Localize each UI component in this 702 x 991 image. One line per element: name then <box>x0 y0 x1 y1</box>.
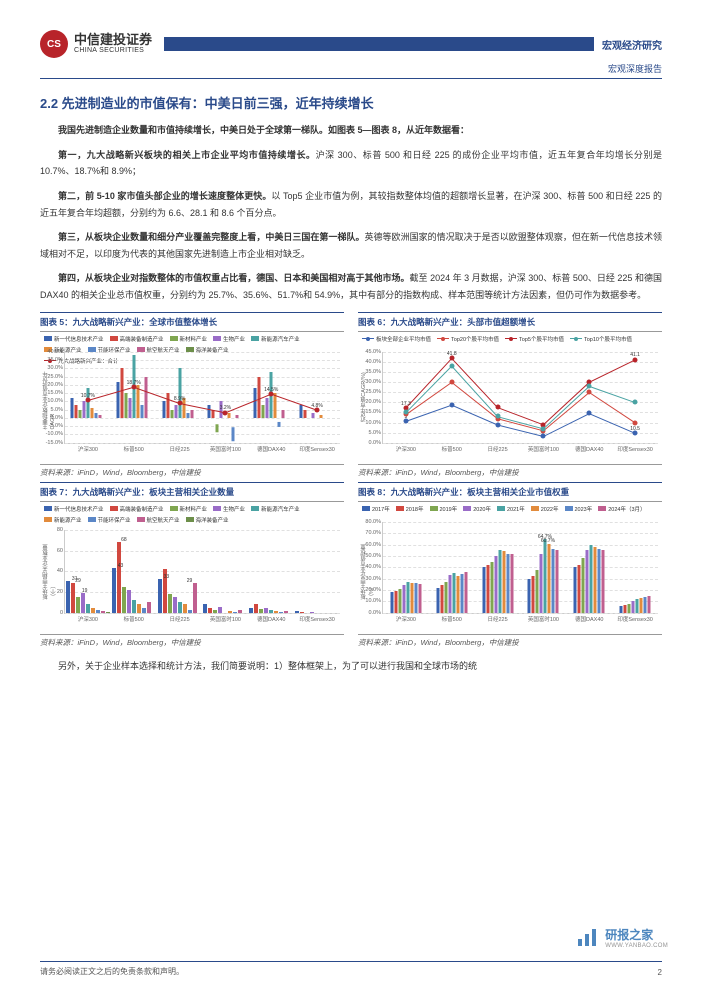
footer: 请务必阅读正文之后的免责条款和声明。 2 <box>40 961 662 977</box>
para-3: 第三，从板块企业数量和细分产业覆盖完整度上看，中美日三国在第一梯队。英德等欧洲国… <box>40 229 662 262</box>
chart-5-source: 资料来源：iFinD，Wind，Bloomberg，中信建投 <box>40 464 344 478</box>
chart-8: 图表 8：九大战略新兴产业：板块主营相关企业市值权重 2017年2018年201… <box>358 482 662 648</box>
watermark-chart-icon <box>575 925 599 949</box>
subheader: 宏观深度报告 <box>40 62 662 79</box>
chart-8-title: 图表 8：九大战略新兴产业：板块主营相关企业市值权重 <box>358 482 662 502</box>
footer-page: 2 <box>658 968 662 977</box>
logo-badge-icon: CS <box>40 30 68 58</box>
chart-7-title: 图表 7：九大战略新兴产业：板块主营相关企业数量 <box>40 482 344 502</box>
section-title: 2.2 先进制造业的市值保有：中美日前三强，近年持续增长 <box>40 93 662 112</box>
para-4: 第四，从板块企业对指数整体的市值权重占比看，德国、日本和美国相对高于其他市场。截… <box>40 270 662 303</box>
watermark: 研报之家 WWW.YANBAO.COM <box>575 925 668 949</box>
chart-7-source: 资料来源：iFinD，Wind，Bloomberg，中信建投 <box>40 634 344 648</box>
para-intro: 我国先进制造企业数量和市值持续增长，中美日处于全球第一梯队。如图表 5—图表 8… <box>40 122 662 139</box>
chart-6-source: 资料来源：iFinD，Wind，Bloomberg，中信建投 <box>358 464 662 478</box>
chart-7: 图表 7：九大战略新兴产业：板块主营相关企业数量 新一代信息技术产业高端装备制造… <box>40 482 344 648</box>
chart-6: 图表 6：九大战略新兴产业：头部市值超额增长 板块全部企业平均市值Top20个股… <box>358 312 662 478</box>
chart-6-title: 图表 6：九大战略新兴产业：头部市值超额增长 <box>358 312 662 332</box>
logo: CS 中信建投证券 CHINA SECURITIES <box>40 30 152 58</box>
header-bar <box>164 37 594 51</box>
logo-en: CHINA SECURITIES <box>74 47 152 55</box>
header: CS 中信建投证券 CHINA SECURITIES 宏观经济研究 <box>40 30 662 58</box>
chart-5: 图表 5：九大战略新兴产业：全球市值整体增长 新一代信息技术产业高端装备制造产业… <box>40 312 344 478</box>
chart-5-title: 图表 5：九大战略新兴产业：全球市值整体增长 <box>40 312 344 332</box>
para-2: 第二，前 5-10 家市值头部企业的增长速度整体更快。以 Top5 企业市值为例… <box>40 188 662 221</box>
footer-disclaimer: 请务必阅读正文之后的免责条款和声明。 <box>40 966 184 977</box>
para-1: 第一，九大战略新兴板块的相关上市企业平均市值持续增长。沪深 300、标普 500… <box>40 147 662 180</box>
para-tail: 另外，关于企业样本选择和统计方法，我们简要说明：1）整体框架上，为了可以进行我国… <box>40 658 662 675</box>
header-category: 宏观经济研究 <box>594 37 662 52</box>
watermark-cn: 研报之家 <box>605 926 668 943</box>
logo-cn: 中信建投证券 <box>74 33 152 47</box>
chart-8-source: 资料来源：iFinD，Wind，Bloomberg，中信建投 <box>358 634 662 648</box>
watermark-en: WWW.YANBAO.COM <box>605 943 668 949</box>
